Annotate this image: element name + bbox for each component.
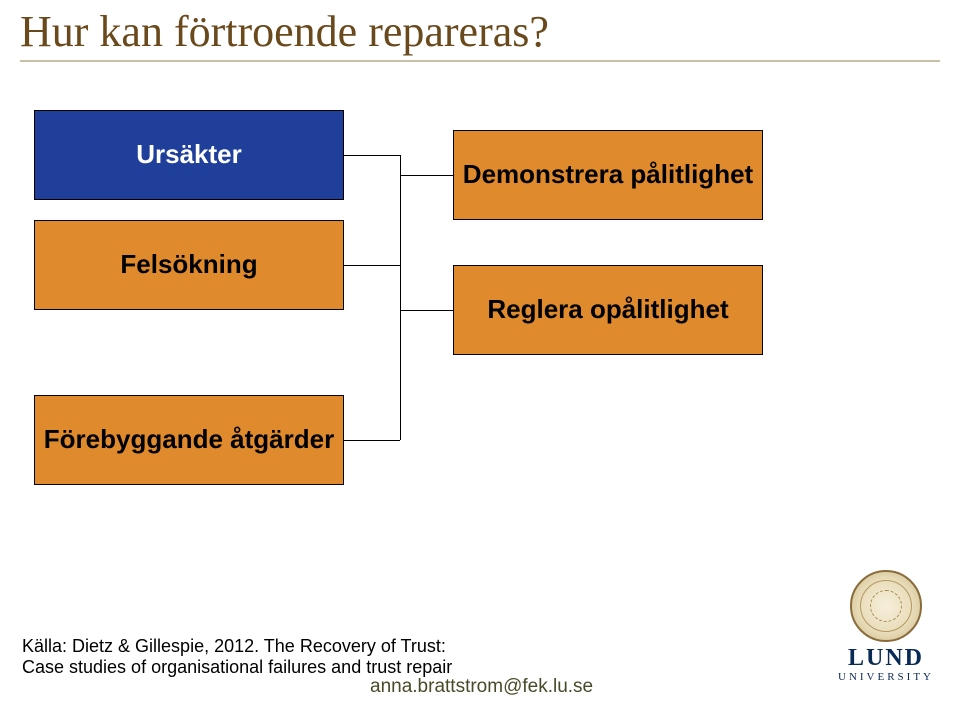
title-underline [20,60,940,62]
box-reglera-label: Reglera opålitlighet [487,295,728,325]
citation-line1: Källa: Dietz & Gillespie, 2012. The Reco… [22,636,452,657]
connector-line [400,175,453,176]
citation-line2: Case studies of organisational failures … [22,657,452,678]
box-felsokning-label: Felsökning [120,250,257,280]
university-logo-line1: LUND [838,646,934,670]
university-seal-icon [850,570,922,642]
university-logo-text: LUND UNIVERSITY [838,646,934,683]
box-felsokning: Felsökning [34,220,344,310]
connector-line [400,310,453,311]
connector-line [344,155,400,156]
connector-line [400,155,401,440]
university-logo: LUND UNIVERSITY [838,570,934,683]
university-logo-line2: UNIVERSITY [838,672,934,683]
slide-title: Hur kan förtroende repareras? [20,6,549,57]
box-demonstrera-label: Demonstrera pålitlighet [463,160,753,190]
citation: Källa: Dietz & Gillespie, 2012. The Reco… [22,636,452,678]
slide: Hur kan förtroende repareras? Ursäkter F… [0,0,960,704]
box-ursakter-label: Ursäkter [136,140,242,170]
box-demonstrera: Demonstrera pålitlighet [453,130,763,220]
box-forebyggande-label: Förebyggande åtgärder [44,425,334,455]
connector-line [344,440,400,441]
box-forebyggande: Förebyggande åtgärder [34,395,344,485]
box-ursakter: Ursäkter [34,110,344,200]
box-reglera: Reglera opålitlighet [453,265,763,355]
connector-line [344,265,400,266]
footer-email: anna.brattstrom@fek.lu.se [370,676,593,698]
